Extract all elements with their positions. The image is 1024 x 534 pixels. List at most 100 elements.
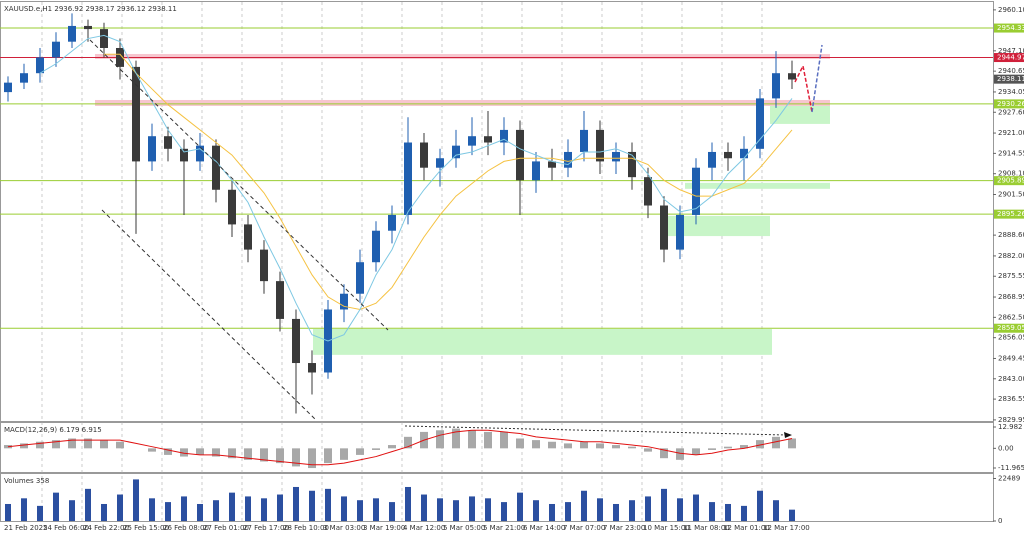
candle-body (52, 41, 60, 58)
candle-body (788, 73, 796, 80)
candle-body (452, 145, 460, 159)
x-tick-label: 12 Mar 17:00 (763, 524, 810, 532)
volume-bar (165, 502, 171, 521)
candle-body (692, 167, 700, 215)
level-label-bg (994, 53, 1024, 63)
x-tick-label: 11 Mar 08:00 (683, 524, 730, 532)
volume-bar (5, 503, 11, 521)
signal-line (7, 429, 793, 466)
x-tick-label: 21 Feb 2025 (4, 524, 48, 532)
macd-bar (276, 448, 284, 464)
volume-bar (421, 494, 427, 521)
macd-bar (724, 446, 732, 449)
macd-bar (340, 448, 348, 460)
y-tick-label: 2908.10 (998, 170, 1024, 178)
candle-body (20, 73, 28, 83)
moving-average (39, 34, 793, 342)
macd-bar (740, 445, 748, 449)
volume-bar (565, 502, 571, 521)
volume-bar (85, 488, 91, 521)
volume-bar (229, 492, 235, 521)
macd-bar (708, 448, 716, 450)
macd-bar (772, 436, 780, 449)
macd-bar (196, 448, 204, 455)
volume-bar (181, 496, 187, 521)
x-tick-label: 7 Mar 23:00 (603, 524, 645, 532)
divergence-line (404, 425, 787, 436)
zone (313, 329, 772, 355)
macd-bar (260, 448, 268, 462)
macd-bar (84, 438, 92, 449)
candle-body (468, 136, 476, 146)
panel-title: XAUUSD.e,H1 2936.92 2938.17 2936.12 2938… (4, 5, 177, 13)
volume-bar (581, 490, 587, 521)
candle-body (724, 151, 732, 159)
macd-bar (308, 448, 316, 469)
last-price-bg (994, 74, 1024, 84)
x-tick-label: 24 Feb 22:00 (83, 524, 129, 532)
zone (95, 99, 830, 106)
volume-bar (389, 502, 395, 521)
volume-bar (517, 492, 523, 521)
candle-body (484, 136, 492, 143)
y-tick-label: 2960.10 (998, 6, 1024, 14)
candle-body (228, 189, 236, 225)
macd-bar (404, 436, 412, 449)
candle-body (36, 57, 44, 74)
y-tick-label: 2901.50 (998, 190, 1024, 198)
candle-body (4, 82, 12, 93)
volume-bar (149, 498, 155, 521)
candle-body (196, 145, 204, 162)
zone (685, 182, 830, 189)
level-label: 2954.33 (997, 24, 1024, 32)
volume-bar (613, 503, 619, 521)
macd-bar (484, 431, 492, 449)
candle-body (708, 151, 716, 168)
volume-bar (325, 488, 331, 521)
y-tick-label: 0.00 (998, 444, 1014, 452)
level-label-bg (994, 209, 1024, 219)
volume-bar (437, 498, 443, 521)
y-tick-label: 2843.00 (998, 375, 1024, 383)
volume-bar (597, 498, 603, 521)
candle-body (612, 151, 620, 162)
y-tick-label: 2849.45 (998, 354, 1024, 362)
x-tick-label: 3 Mar 03:00 (323, 524, 365, 532)
panel-title: MACD(12,26,9) 6.179 6.915 (4, 426, 102, 434)
y-tick-label: 2836.55 (998, 395, 1024, 403)
channel-line (89, 39, 389, 331)
level-label-bg (994, 176, 1024, 186)
y-tick-label: 2882.00 (998, 252, 1024, 260)
volume-bar (469, 496, 475, 521)
candle-body (516, 129, 524, 181)
y-tick-label: 2829.95 (998, 416, 1024, 424)
macd-bar (324, 448, 332, 464)
macd-bar (564, 443, 572, 449)
candle-body (356, 262, 364, 294)
volume-bar (405, 486, 411, 521)
level-label: 2944.97 (997, 54, 1024, 62)
volume-bar (709, 502, 715, 521)
candle-body (420, 142, 428, 168)
x-tick-label: 6 Mar 14:00 (523, 524, 565, 532)
y-tick-label: 0 (998, 517, 1002, 525)
macd-bar (68, 438, 76, 449)
volume-bar (661, 488, 667, 521)
volume-bar (501, 502, 507, 521)
volume-bar (773, 500, 779, 521)
y-tick-label: 2862.50 (998, 313, 1024, 321)
macd-bar (244, 448, 252, 460)
y-tick-label: 2856.05 (998, 334, 1024, 342)
candle-body (292, 318, 300, 364)
volume-bar (213, 500, 219, 521)
candle-body (340, 293, 348, 310)
candle-body (308, 363, 316, 373)
volume-bar (533, 500, 539, 521)
candle-body (740, 148, 748, 159)
volume-bar (341, 496, 347, 521)
macd-bar (292, 448, 300, 467)
macd-bar (212, 448, 220, 457)
y-tick-label: 2914.55 (998, 149, 1024, 157)
x-tick-label: 26 Feb 08:00 (163, 524, 209, 532)
